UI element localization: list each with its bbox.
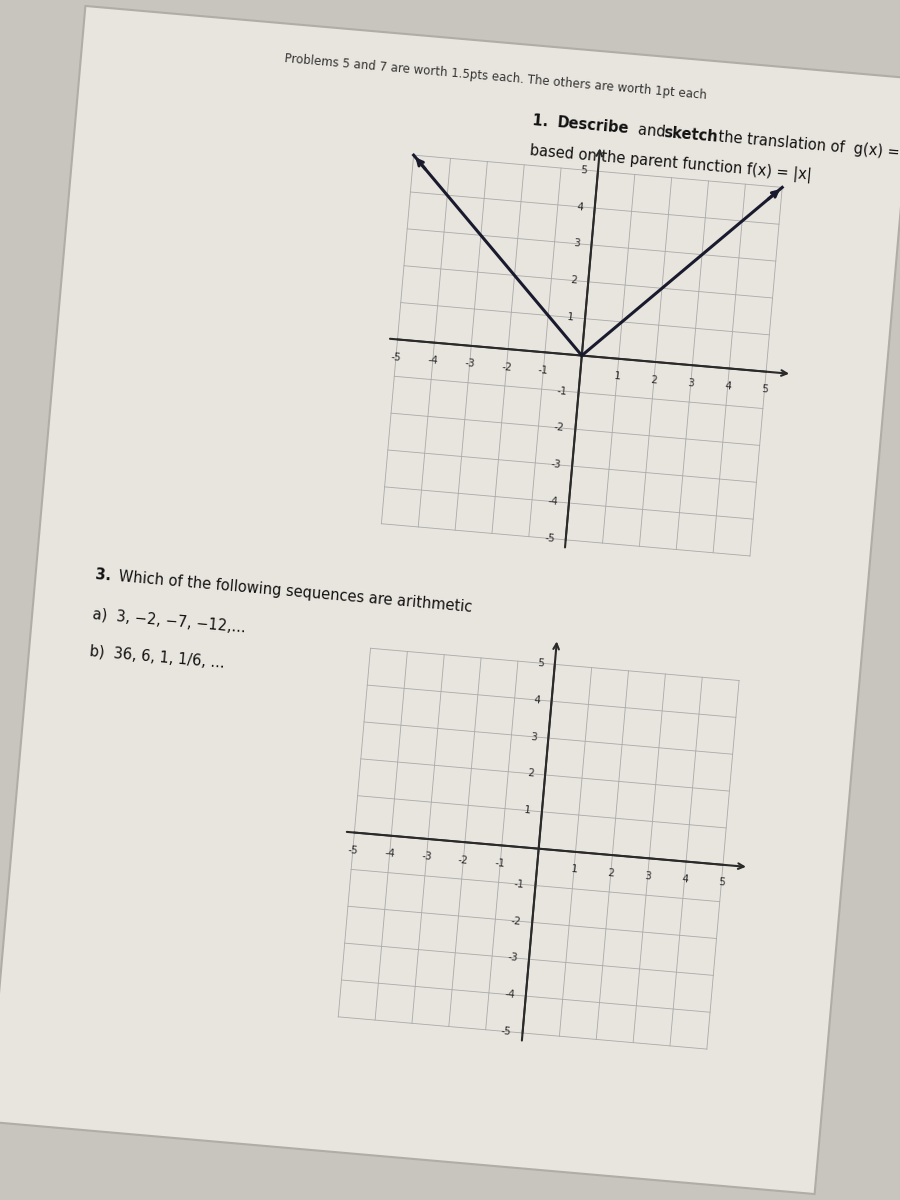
Text: a)  3, −2, −7, −12,...: a) 3, −2, −7, −12,... [92,607,247,635]
Text: -3: -3 [464,359,475,370]
Text: 2: 2 [608,868,615,878]
Text: 5: 5 [536,658,544,668]
Text: 4: 4 [534,695,541,706]
Text: 1: 1 [614,371,621,382]
Text: -2: -2 [554,422,564,433]
Text: 4: 4 [724,382,732,391]
Text: Which of the following sequences are arithmetic: Which of the following sequences are ari… [118,569,473,614]
Text: -3: -3 [508,953,518,964]
Text: the translation of  g(x) = 4 + |x − 1|: the translation of g(x) = 4 + |x − 1| [713,130,900,169]
Text: -1: -1 [538,365,549,376]
Text: -3: -3 [421,852,432,863]
Text: 3: 3 [530,732,537,742]
Text: -1: -1 [495,858,506,869]
Text: -5: -5 [544,533,555,544]
Text: and: and [633,122,671,140]
Text: 3: 3 [687,378,695,389]
Text: -3: -3 [550,460,562,470]
Text: -1: -1 [514,878,525,889]
Text: 5: 5 [717,877,725,888]
Polygon shape [0,6,900,1194]
Text: -4: -4 [547,496,558,508]
Text: sketch: sketch [663,125,718,144]
Text: 5: 5 [760,384,769,395]
Text: 2: 2 [571,275,578,286]
Text: Problems 5 and 7 are worth 1.5pts each. The others are worth 1pt each: Problems 5 and 7 are worth 1.5pts each. … [284,52,707,102]
Text: -5: -5 [500,1026,512,1037]
Text: 3: 3 [573,239,580,248]
Text: Describe: Describe [556,115,630,137]
Text: 1: 1 [567,312,574,323]
Text: -2: -2 [510,916,522,926]
Text: based on the parent function f(x) = |x|: based on the parent function f(x) = |x| [528,143,812,184]
Text: 4: 4 [577,202,584,212]
Text: 1: 1 [571,864,578,875]
Text: 3.: 3. [95,568,122,584]
Text: -4: -4 [384,848,395,859]
Text: 1.: 1. [531,113,559,131]
Text: -4: -4 [504,989,515,1000]
Text: b)  36, 6, 1, 1/6, ...: b) 36, 6, 1, 1/6, ... [88,643,225,671]
Text: 2: 2 [650,374,658,385]
Text: -5: -5 [347,845,358,856]
Text: -2: -2 [458,854,469,865]
Text: 3: 3 [644,871,652,882]
Text: 2: 2 [527,768,535,779]
Text: 5: 5 [580,164,588,175]
Text: -4: -4 [428,355,438,366]
Text: 1: 1 [524,805,531,816]
Text: -1: -1 [557,385,568,396]
Text: 4: 4 [680,874,688,884]
Text: -2: -2 [501,361,512,372]
Text: -5: -5 [391,352,401,362]
